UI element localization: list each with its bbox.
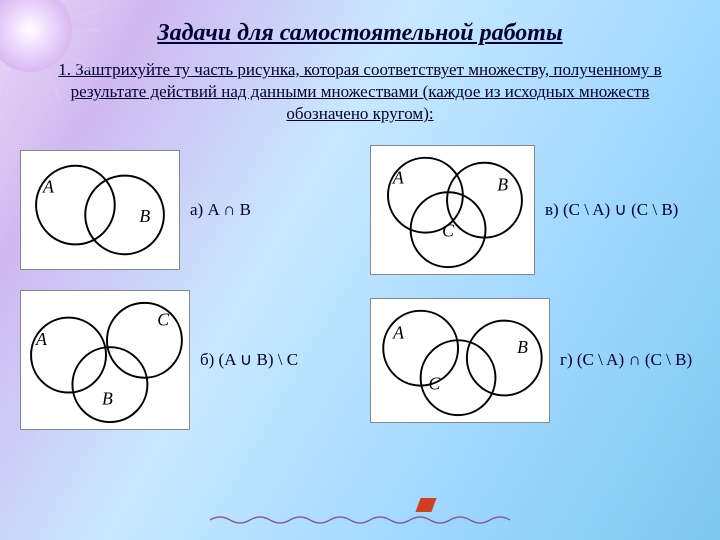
label-b: B <box>102 389 113 409</box>
venn-diagram-v: A B C <box>370 145 535 275</box>
formula-b: б) (A ∪ B) \ C <box>200 350 298 370</box>
red-accent-mark <box>415 498 436 512</box>
instruction-text: 1. Заштрихуйте ту часть рисунка, которая… <box>0 47 720 135</box>
label-c: C <box>157 310 169 330</box>
venn-diagram-a: A B <box>20 150 180 270</box>
wave-decoration <box>210 512 510 528</box>
problem-v: A B C в) (C \ A) ∪ (C \ B) <box>370 140 700 280</box>
sun-decoration <box>0 0 100 100</box>
label-b: B <box>517 337 528 357</box>
label-c: C <box>442 221 454 241</box>
label-a: A <box>392 322 404 342</box>
problem-a: A B а) A ∩ B <box>20 140 350 280</box>
formula-a: а) A ∩ B <box>190 200 251 220</box>
formula-v: в) (C \ A) ∪ (C \ B) <box>545 200 678 220</box>
label-c: C <box>429 373 441 393</box>
label-a: A <box>35 329 47 349</box>
problem-b: A B C б) (A ∪ B) \ C <box>20 290 350 430</box>
problems-grid: A B а) A ∩ B A B C в) (C \ A) ∪ (C \ B) … <box>0 135 720 435</box>
formula-g: г) (C \ A) ∩ (C \ B) <box>560 350 692 370</box>
label-a: A <box>392 168 404 188</box>
page-title: Задачи для самостоятельной работы <box>0 0 720 47</box>
venn-diagram-g: A B C <box>370 298 550 423</box>
label-b: B <box>139 206 150 226</box>
label-a: A <box>42 177 54 197</box>
venn-diagram-b: A B C <box>20 290 190 430</box>
label-b: B <box>497 175 508 195</box>
problem-g: A B C г) (C \ A) ∩ (C \ B) <box>370 290 700 430</box>
